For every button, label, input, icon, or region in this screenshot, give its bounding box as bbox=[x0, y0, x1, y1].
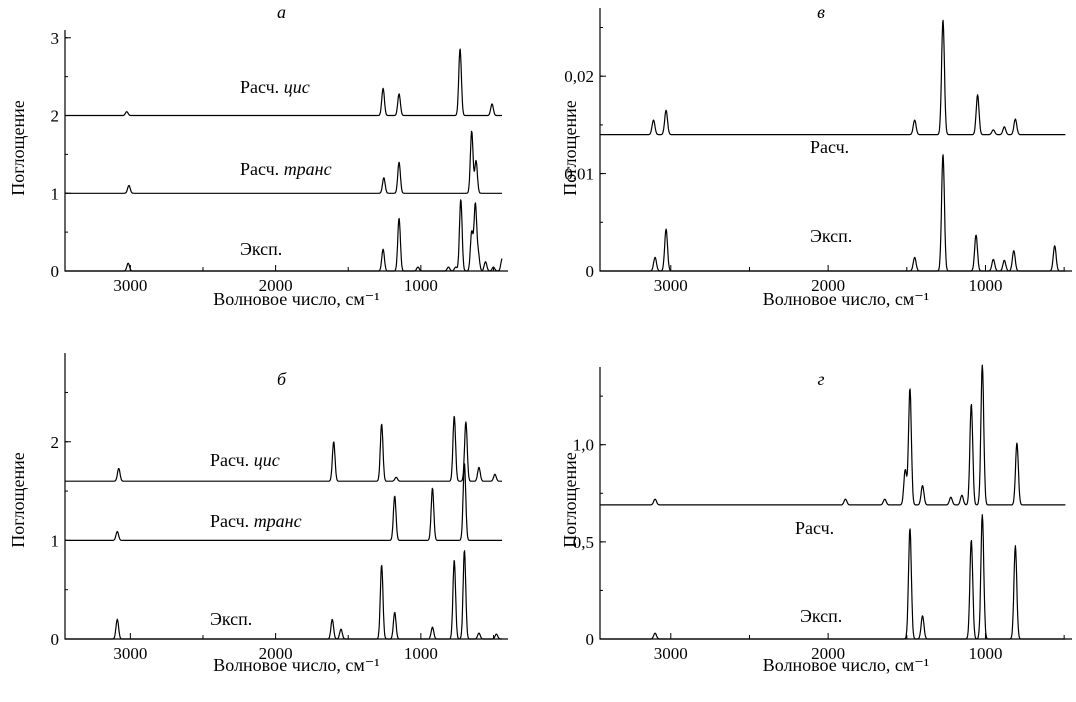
y-tick-label: 1,0 bbox=[573, 436, 594, 455]
y-axis-label: Поглощение bbox=[560, 452, 580, 548]
x-tick-label: 1000 bbox=[404, 276, 438, 295]
x-axis-label: Волновое число, см⁻¹ bbox=[763, 655, 929, 675]
series-label: Расч. цис bbox=[240, 77, 310, 97]
spectrum-series-2 bbox=[64, 48, 503, 117]
panel-title: а bbox=[277, 2, 286, 22]
y-tick-label: 0,02 bbox=[564, 67, 594, 86]
axis-lines bbox=[599, 367, 1072, 640]
y-tick-label: 3 bbox=[51, 29, 60, 48]
x-tick-label: 1000 bbox=[404, 644, 438, 663]
y-tick-label: 1 bbox=[51, 531, 60, 550]
spectrum-series-1 bbox=[64, 130, 503, 194]
panel-title: г bbox=[817, 369, 824, 389]
spectrum-series-1 bbox=[599, 154, 1066, 272]
series-label: Расч. цис bbox=[210, 450, 280, 470]
x-axis-label: Волновое число, см⁻¹ bbox=[763, 289, 929, 309]
x-tick-label: 3000 bbox=[654, 276, 688, 295]
spectrum-series-0 bbox=[599, 19, 1066, 136]
spectrum-series-1 bbox=[64, 463, 503, 542]
series-label: Расч. транс bbox=[210, 511, 302, 531]
x-tick-label: 2000 bbox=[259, 644, 293, 663]
x-tick-label: 3000 bbox=[654, 644, 688, 663]
chart-panel-v: 3000 2000 1000 0 0,01 0,02 Эксп. Расч. в Поглощен… bbox=[560, 2, 1072, 309]
x-axis-label: Волновое число, см⁻¹ bbox=[213, 655, 379, 675]
chart-panel-g: 3000 2000 1000 0 0,5 1,0 Эксп. Расч. г Поглощение… bbox=[560, 364, 1072, 675]
spectrum-series-2 bbox=[64, 415, 503, 482]
x-tick-label: 1000 bbox=[968, 644, 1002, 663]
series-label: Эксп. bbox=[210, 609, 252, 629]
series-label: Эксп. bbox=[810, 226, 852, 246]
panel-title: в bbox=[817, 2, 825, 22]
y-tick-label: 0,01 bbox=[564, 165, 594, 184]
series-label: Расч. bbox=[810, 137, 849, 157]
series-label: Эксп. bbox=[240, 239, 282, 259]
series-label: Расч. транс bbox=[240, 159, 332, 179]
x-axis-label: Волновое число, см⁻¹ bbox=[213, 289, 379, 309]
spectrum-series-0 bbox=[64, 199, 503, 272]
spectrum-series-1 bbox=[599, 514, 1066, 640]
y-tick-label: 2 bbox=[51, 433, 60, 452]
y-tick-label: 0 bbox=[51, 630, 60, 649]
panel-title: б bbox=[277, 369, 287, 389]
y-tick-label: 2 bbox=[51, 107, 60, 126]
y-tick-label: 0,5 bbox=[573, 533, 594, 552]
y-axis-label: Поглощение bbox=[8, 452, 28, 548]
spectrum-series-0 bbox=[64, 550, 503, 640]
y-tick-label: 0 bbox=[586, 262, 595, 281]
x-tick-label: 2000 bbox=[259, 276, 293, 295]
y-tick-label: 1 bbox=[51, 184, 60, 203]
axis-lines bbox=[64, 30, 508, 272]
chart-panel-b: 3000 2000 1000 0 1 2 Эксп. Расч. транс Расч. цис… bbox=[8, 353, 508, 675]
x-tick-label: 2000 bbox=[811, 644, 845, 663]
axis-lines bbox=[64, 353, 508, 640]
chart-panel-a: 3000 2000 1000 0 1 2 3 Эксп. Расч. транс Расч. ци… bbox=[8, 2, 508, 309]
x-tick-label: 2000 bbox=[811, 276, 845, 295]
x-tick-label: 1000 bbox=[968, 276, 1002, 295]
x-tick-label: 3000 bbox=[113, 276, 147, 295]
x-tick-label: 3000 bbox=[113, 644, 147, 663]
y-axis-label: Поглощение bbox=[8, 100, 28, 196]
y-tick-label: 0 bbox=[51, 262, 60, 281]
y-axis-label: Поглощение bbox=[560, 100, 580, 196]
spectrum-series-0 bbox=[599, 364, 1066, 506]
series-label: Расч. bbox=[795, 518, 834, 538]
y-tick-label: 0 bbox=[586, 630, 595, 649]
series-label: Эксп. bbox=[800, 606, 842, 626]
